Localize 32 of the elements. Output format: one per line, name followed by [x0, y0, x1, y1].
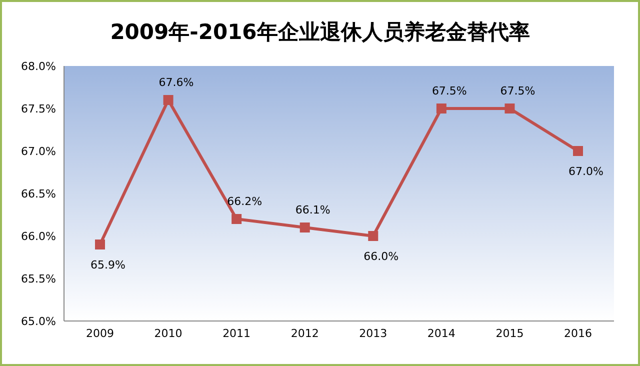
chart-title: 2009年-2016年企业退休人员养老金替代率 — [109, 19, 531, 46]
y-tick-label: 67.0% — [21, 144, 56, 158]
x-tick-label: 2010 — [154, 326, 182, 340]
point — [436, 104, 446, 114]
x-tick-label: 2011 — [222, 326, 251, 340]
data-label: 67.0% — [568, 165, 604, 178]
y-tick-label: 67.5% — [21, 102, 56, 116]
point — [163, 95, 174, 105]
data-label: 67.6% — [158, 76, 194, 89]
y-tick-label: 68.0% — [21, 60, 56, 73]
point — [232, 214, 242, 224]
x-tick-label: 2015 — [496, 326, 524, 340]
data-label: 67.5% — [500, 84, 536, 98]
data-label: 66.0% — [364, 250, 399, 263]
y-tick-label: 66.0% — [21, 230, 56, 243]
y-tick-label: 66.5% — [21, 187, 56, 200]
y-tick-label: 65.5% — [21, 272, 56, 286]
data-label: 66.2% — [227, 195, 262, 208]
x-tick-label: 2013 — [359, 326, 388, 340]
point — [300, 222, 310, 232]
data-label: 67.5% — [432, 84, 467, 98]
x-tick-label: 2016 — [564, 326, 592, 340]
x-tick-label: 2014 — [427, 326, 456, 340]
point — [368, 231, 378, 241]
point — [504, 104, 515, 114]
y-tick-label: 65.0% — [21, 314, 56, 328]
data-label: 65.9% — [90, 258, 126, 272]
point — [95, 240, 105, 250]
data-label: 66.1% — [295, 204, 330, 216]
x-tick-label: 2009 — [86, 326, 114, 340]
x-tick-label: 2012 — [290, 326, 319, 340]
point — [573, 146, 583, 156]
